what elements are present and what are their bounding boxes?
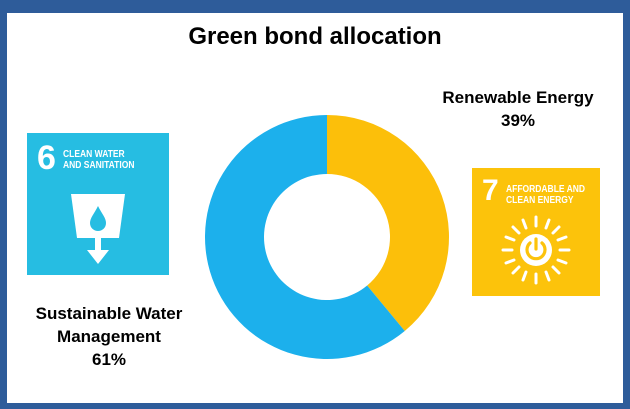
sdg7-number: 7 bbox=[482, 174, 499, 207]
donut-slice-sustainable-water-management bbox=[204, 115, 405, 359]
donut-slice-renewable-energy bbox=[327, 115, 449, 332]
label-renewable-pct: 39% bbox=[500, 111, 536, 130]
label-renewable-name: Renewable Energy bbox=[442, 88, 594, 107]
sdg7-title-line1: AFFORDABLE AND bbox=[506, 184, 586, 195]
power-sun-icon bbox=[501, 215, 571, 285]
sdg6-badge: 6 CLEAN WATER AND SANITATION bbox=[27, 133, 169, 275]
label-water-pct: 61% bbox=[91, 350, 127, 369]
chart-title: Green bond allocation bbox=[188, 23, 442, 50]
sdg6-title-line2: AND SANITATION bbox=[63, 160, 135, 171]
label-water-name-line2: Management bbox=[57, 327, 161, 346]
sdg7-title: AFFORDABLE AND CLEAN ENERGY bbox=[506, 184, 600, 206]
sdg6-title: CLEAN WATER AND SANITATION bbox=[63, 149, 165, 171]
sdg7-badge: 7 AFFORDABLE AND CLEAN ENERGY bbox=[472, 168, 600, 296]
water-glass-icon bbox=[71, 194, 125, 264]
label-renewable-energy: Renewable Energy 39% bbox=[428, 86, 608, 132]
sdg6-title-line1: CLEAN WATER bbox=[63, 149, 125, 160]
label-water-name-line1: Sustainable Water bbox=[35, 304, 183, 323]
label-water-management: Sustainable Water Management 61% bbox=[14, 302, 204, 371]
sdg7-title-line2: CLEAN ENERGY bbox=[506, 195, 574, 206]
sdg6-number: 6 bbox=[37, 139, 56, 177]
